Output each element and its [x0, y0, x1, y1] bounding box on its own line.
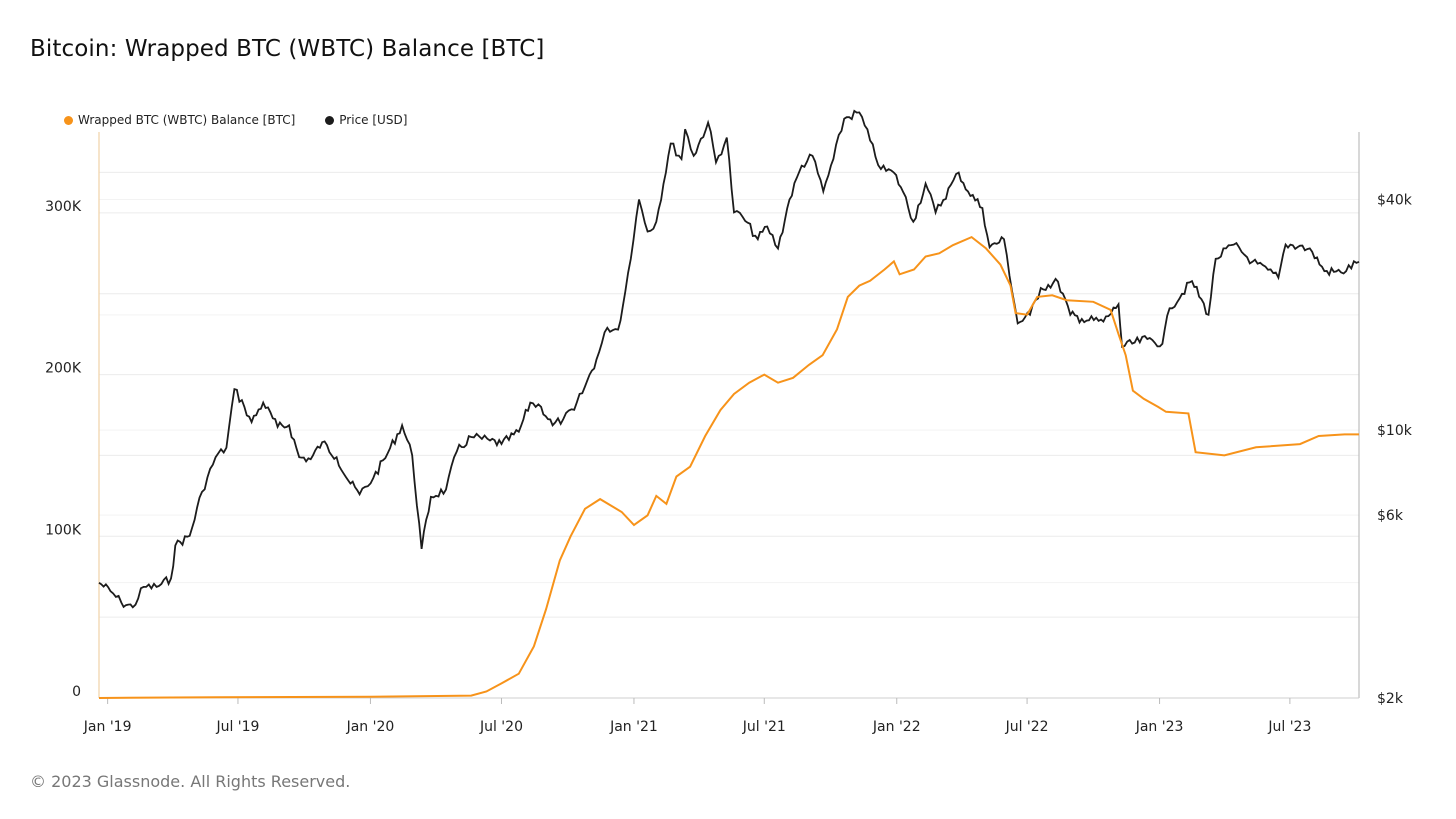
x-tick-label: Jul '20 [479, 719, 523, 735]
legend: Wrapped BTC (WBTC) Balance [BTC] Price [… [64, 113, 407, 127]
y-left-tick-label: 0 [72, 684, 81, 700]
y-right-tick-label: $10k [1377, 423, 1413, 439]
x-tick-label: Jan '19 [83, 719, 132, 735]
axes [98, 132, 1360, 699]
x-tick-label: Jul '22 [1005, 719, 1049, 735]
x-tick-label: Jul '19 [215, 719, 259, 735]
series-line-wbtc [98, 235, 1359, 699]
y-right-tick-label: $40k [1377, 192, 1413, 208]
y-right-tick-label: $2k [1377, 691, 1404, 707]
x-tick-label: Jan '23 [1135, 719, 1184, 735]
x-tick-label: Jul '23 [1267, 719, 1311, 735]
x-tick-label: Jan '21 [609, 719, 658, 735]
y-right-tick-label: $6k [1377, 508, 1404, 524]
legend-label-price: Price [USD] [339, 113, 408, 127]
legend-item-price[interactable]: Price [USD] [325, 113, 407, 127]
series-line-price [98, 109, 1360, 609]
grid-lines [99, 171, 1359, 699]
legend-dot-price-icon [325, 115, 335, 125]
x-axis-ticks: Jan '19 Jul '19 Jan '20 Jul '20 Jan '21 Jul '… [83, 698, 1311, 735]
copyright-footer: © 2023 Glassnode. All Rights Reserved. [30, 772, 351, 791]
legend-dot-wbtc-icon [64, 115, 73, 125]
y-left-tick-label: 200K [45, 361, 82, 377]
y-left-tick-label: 100K [45, 522, 82, 538]
y-left-tick-label: 300K [45, 199, 82, 215]
y-axis-left-ticks: 0 100K 200K 300K [45, 199, 82, 700]
x-tick-label: Jan '20 [346, 719, 395, 735]
x-tick-label: Jan '22 [872, 719, 921, 735]
x-tick-label: Jul '21 [742, 719, 786, 735]
legend-label-wbtc: Wrapped BTC (WBTC) Balance [BTC] [78, 113, 296, 127]
legend-item-wbtc[interactable]: Wrapped BTC (WBTC) Balance [BTC] [64, 113, 295, 127]
chart-title: Bitcoin: Wrapped BTC (WBTC) Balance [BTC… [30, 36, 545, 62]
y-axis-right-ticks: $2k $6k $10k $40k [1377, 192, 1413, 707]
